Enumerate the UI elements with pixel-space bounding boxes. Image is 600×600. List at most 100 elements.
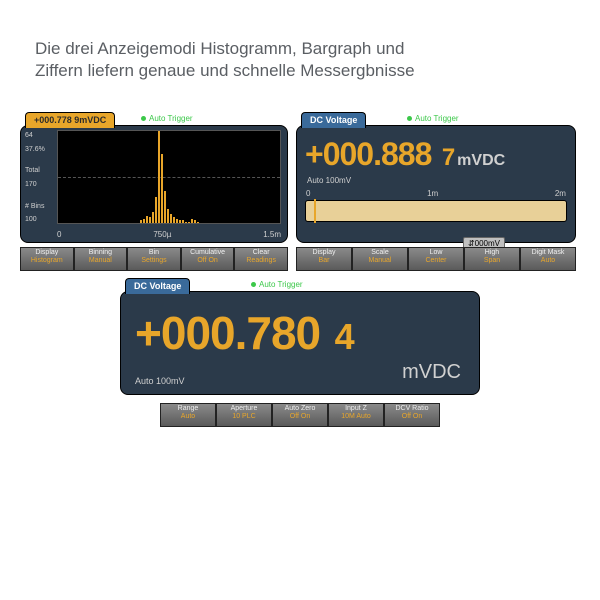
- softkey-display[interactable]: DisplayHistogram: [20, 247, 74, 271]
- histogram-bar: [146, 216, 148, 223]
- softkey-label: Clear: [253, 249, 270, 256]
- dcv-scale-ticks: 0 1m 2m: [306, 189, 566, 198]
- softkey-auto-zero[interactable]: Auto ZeroOff On: [272, 403, 328, 427]
- softkey-label: Range: [178, 405, 199, 412]
- histogram-bar: [170, 214, 172, 223]
- softkey-label: Digit Mask: [532, 249, 565, 256]
- histogram-bar: [188, 222, 190, 223]
- softkey-clear[interactable]: ClearReadings: [234, 247, 288, 271]
- softkey-display[interactable]: DisplayBar: [296, 247, 352, 271]
- histogram-bar: [197, 222, 199, 223]
- histogram-bar: [185, 222, 187, 223]
- dcv-scale: 0 1m 2m: [305, 200, 567, 222]
- hist-total-val: 170: [25, 181, 45, 189]
- dcv-tick2: 2m: [555, 189, 566, 198]
- hist-x0: 0: [57, 230, 61, 239]
- dcv-frac: 7: [442, 144, 455, 171]
- dcv-main: +000.888: [305, 136, 431, 172]
- histogram-bar: [140, 220, 142, 223]
- histogram-bar: [161, 154, 163, 223]
- histogram-bar: [143, 219, 145, 223]
- histogram-bar: [152, 212, 154, 224]
- dcv-tick0: 0: [306, 189, 310, 198]
- histogram-block: +000.778 9mVDC Auto Trigger 64 37.6% Tot…: [20, 125, 288, 271]
- hist-top1: 64: [25, 132, 45, 140]
- dcv-block: DC Voltage Auto Trigger +000.888 7mVDC A…: [296, 125, 576, 271]
- dcv-needle: [314, 199, 316, 223]
- histogram-panel: +000.778 9mVDC Auto Trigger 64 37.6% Tot…: [20, 125, 288, 243]
- softkey-low[interactable]: LowCenter: [408, 247, 464, 271]
- softkey-label: Input Z: [345, 405, 367, 412]
- softkey-value: Center: [409, 257, 463, 265]
- histogram-bar: [194, 220, 196, 223]
- auto-trigger-label-dcv: Auto Trigger: [407, 114, 459, 123]
- softkey-value: Manual: [353, 257, 407, 265]
- softkey-value: Histogram: [21, 257, 73, 265]
- histogram-bar: [158, 131, 160, 223]
- softkey-input-z[interactable]: Input Z10M Auto: [328, 403, 384, 427]
- softkey-digit-mask[interactable]: Digit MaskAuto: [520, 247, 576, 271]
- softkey-label: DCV Ratio: [395, 405, 428, 412]
- hist-bins-lbl: # Bins: [25, 203, 45, 211]
- histogram-area: [57, 130, 281, 224]
- histogram-bars: [58, 131, 280, 223]
- softkey-value: Off On: [385, 413, 439, 421]
- big-reading: +000.780 4: [135, 306, 465, 360]
- softkey-range[interactable]: RangeAuto: [160, 403, 216, 427]
- softkey-label: High: [485, 249, 499, 256]
- hist-top2: 37.6%: [25, 146, 45, 154]
- softkey-bin[interactable]: BinSettings: [127, 247, 181, 271]
- histogram-bar: [176, 219, 178, 223]
- softkey-high[interactable]: HighSpan: [464, 247, 520, 271]
- histogram-bar: [167, 209, 169, 223]
- softkey-aperture[interactable]: Aperture10 PLC: [216, 403, 272, 427]
- caption: Die drei Anzeigemodi Histogramm, Bargrap…: [35, 38, 415, 82]
- softkey-scale[interactable]: ScaleManual: [352, 247, 408, 271]
- softkey-label: Aperture: [231, 405, 258, 412]
- softkey-value: Readings: [235, 257, 287, 265]
- softkey-label: Low: [430, 249, 443, 256]
- histogram-bar: [173, 217, 175, 223]
- softkey-label: Auto Zero: [285, 405, 316, 412]
- dcv-tab: DC Voltage: [301, 112, 366, 128]
- caption-line1: Die drei Anzeigemodi Histogramm, Bargrap…: [35, 38, 415, 60]
- histogram-bar: [164, 191, 166, 223]
- softkey-binning[interactable]: BinningManual: [74, 247, 128, 271]
- softkey-value: Span: [465, 257, 519, 265]
- softkey-value: Settings: [128, 257, 180, 265]
- softkey-cumulative[interactable]: CumulativeOff On: [181, 247, 235, 271]
- big-frac: 4: [335, 316, 355, 357]
- auto-trigger-label: Auto Trigger: [141, 114, 193, 123]
- softkey-value: 10M Auto: [329, 413, 383, 421]
- hist-x2: 1.5m: [263, 230, 281, 239]
- histogram-bar: [191, 219, 193, 223]
- softkey-label: Scale: [371, 249, 389, 256]
- auto-trigger-label-big: Auto Trigger: [251, 280, 303, 289]
- softkey-label: Display: [313, 249, 336, 256]
- hist-x1: 750µ: [153, 230, 171, 239]
- dcv-tick1: 1m: [427, 189, 438, 198]
- softkey-value: Bar: [297, 257, 351, 265]
- softkey-value: 10 PLC: [217, 413, 271, 421]
- softkey-label: Bin: [149, 249, 159, 256]
- histogram-bar: [155, 197, 157, 223]
- dcv-reading: +000.888 7mVDC: [305, 136, 567, 173]
- softkey-value: Off On: [273, 413, 327, 421]
- big-main: +000.780: [135, 307, 320, 359]
- softkey-label: Binning: [89, 249, 112, 256]
- histogram-tab: +000.778 9mVDC: [25, 112, 115, 128]
- big-sub: Auto 100mV: [135, 376, 185, 386]
- caption-line2: Ziffern liefern genaue und schnelle Mess…: [35, 60, 415, 82]
- softkey-dcv-ratio[interactable]: DCV RatioOff On: [384, 403, 440, 427]
- dcv-sub: Auto 100mV: [307, 176, 351, 185]
- softkeys-big: RangeAutoAperture10 PLCAuto ZeroOff OnIn…: [160, 403, 440, 427]
- histogram-left-labels: 64 37.6% Total 170 # Bins 100: [25, 132, 45, 230]
- softkeys-dcv: DisplayBarScaleManualLowCenterHighSpanDi…: [296, 247, 576, 271]
- hist-bins-val: 100: [25, 216, 45, 224]
- dcv-unit: mVDC: [457, 152, 505, 169]
- big-panel: DC Voltage Auto Trigger +000.780 4 mVDC …: [120, 291, 480, 395]
- panels: +000.778 9mVDC Auto Trigger 64 37.6% Tot…: [20, 125, 580, 427]
- softkey-label: Cumulative: [190, 249, 225, 256]
- big-unit: mVDC: [402, 361, 461, 384]
- softkey-value: Manual: [75, 257, 127, 265]
